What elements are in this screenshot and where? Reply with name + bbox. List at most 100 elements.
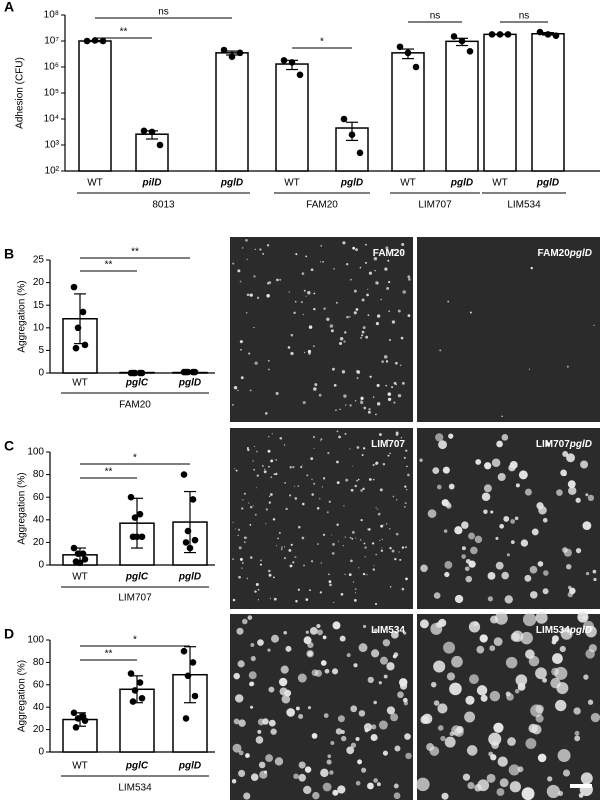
cell-aggregate <box>308 589 311 592</box>
y-axis-label: Aggregation (%) <box>17 472 28 544</box>
cell-aggregate <box>448 433 454 439</box>
cell-aggregate <box>359 539 362 541</box>
cell-aggregate <box>256 450 258 453</box>
cell-aggregate <box>312 791 320 800</box>
data-point <box>182 539 190 546</box>
cell-aggregate <box>360 518 363 522</box>
cell-aggregate <box>333 268 335 270</box>
cell-aggregate <box>556 489 563 496</box>
data-point <box>189 659 197 666</box>
cell-aggregate <box>327 451 330 455</box>
cell-aggregate <box>365 335 369 339</box>
cell-aggregate <box>358 643 368 653</box>
cell-aggregate <box>396 499 398 501</box>
data-point <box>70 544 78 552</box>
cell-aggregate <box>487 571 496 580</box>
cell-aggregate <box>351 530 355 534</box>
cell-aggregate <box>556 682 569 695</box>
cell-aggregate <box>283 557 286 560</box>
cell-aggregate <box>285 645 292 652</box>
cell-aggregate <box>294 497 298 500</box>
cell-aggregate <box>393 792 401 800</box>
data-point <box>404 49 412 57</box>
cell-aggregate <box>255 582 259 586</box>
cell-aggregate <box>249 389 252 392</box>
cell-aggregate <box>394 557 397 561</box>
cell-aggregate <box>444 571 450 578</box>
cell-aggregate <box>376 384 380 388</box>
cell-aggregate <box>381 360 384 363</box>
bar <box>78 40 112 172</box>
cell-aggregate <box>493 722 504 733</box>
cell-aggregate <box>508 764 520 776</box>
cell-aggregate <box>241 562 244 564</box>
cell-aggregate <box>461 521 469 529</box>
cell-aggregate <box>587 494 595 502</box>
cell-aggregate <box>322 533 326 536</box>
x-tick-label: pglC <box>125 572 149 583</box>
x-tick-label: WT <box>87 178 103 189</box>
cell-aggregate <box>258 761 266 769</box>
cell-aggregate <box>480 694 488 702</box>
x-tick-label: pglD <box>178 761 201 772</box>
cell-aggregate <box>356 370 359 373</box>
cell-aggregate <box>340 735 347 742</box>
cell-aggregate <box>515 483 520 488</box>
cell-aggregate <box>320 562 322 564</box>
cell-aggregate <box>466 745 478 756</box>
cell-aggregate <box>474 535 483 544</box>
y-tick-label: 80 <box>33 469 45 480</box>
cell-aggregate <box>374 269 376 272</box>
cell-aggregate <box>320 768 329 778</box>
cell-aggregate <box>339 341 343 345</box>
cell-aggregate <box>360 336 362 339</box>
cell-aggregate <box>353 663 358 668</box>
cell-aggregate <box>268 569 271 573</box>
cell-aggregate <box>398 551 400 553</box>
y-tick-label: 10² <box>45 166 60 177</box>
cell-aggregate <box>557 749 571 762</box>
cell-aggregate <box>268 501 272 504</box>
cell-aggregate <box>249 523 252 526</box>
micrograph <box>230 428 413 609</box>
cell-aggregate <box>580 772 593 785</box>
cell-aggregate <box>468 621 481 633</box>
panel-letter: B <box>4 246 14 262</box>
data-point <box>228 53 236 60</box>
cell-aggregate <box>465 695 475 705</box>
cell-aggregate <box>345 478 349 482</box>
cell-aggregate <box>265 508 268 511</box>
cell-aggregate <box>336 460 339 464</box>
cell-aggregate <box>305 295 307 297</box>
cell-aggregate <box>326 317 330 321</box>
data-point <box>72 724 80 731</box>
cell-aggregate <box>491 458 501 468</box>
significance-label: ** <box>105 467 113 478</box>
cell-aggregate <box>378 720 388 730</box>
bar <box>135 133 169 172</box>
image-label-strain: FAM20 <box>538 248 571 259</box>
cell-aggregate <box>285 507 288 511</box>
cell-aggregate <box>499 523 504 529</box>
cell-aggregate <box>401 546 405 549</box>
cell-aggregate <box>467 782 475 790</box>
cell-aggregate <box>520 539 529 547</box>
cell-aggregate <box>509 461 518 469</box>
cell-aggregate <box>362 326 366 330</box>
cell-aggregate <box>279 279 281 281</box>
data-point <box>70 283 78 291</box>
cell-aggregate <box>389 528 391 530</box>
cell-aggregate <box>253 275 256 278</box>
cell-aggregate <box>361 453 364 456</box>
cell-aggregate <box>252 460 254 462</box>
cell-aggregate <box>270 728 277 735</box>
data-point <box>129 698 137 705</box>
data-point <box>184 672 192 680</box>
cell-aggregate <box>349 404 352 407</box>
cell-aggregate <box>501 415 503 418</box>
image-label-strain: FAM20 <box>373 248 406 259</box>
cell-aggregate <box>360 396 364 400</box>
cell-aggregate <box>310 268 314 272</box>
cell-aggregate <box>587 699 594 705</box>
cell-aggregate <box>400 437 403 439</box>
